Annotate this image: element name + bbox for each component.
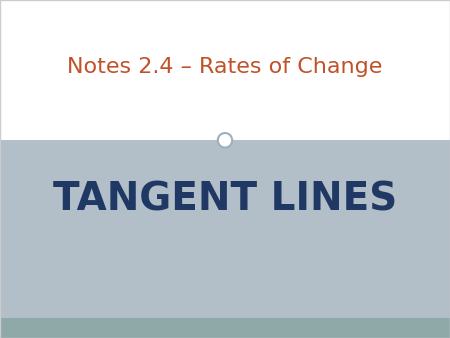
Text: TANGENT LINES: TANGENT LINES	[53, 181, 397, 219]
Bar	[0, 140, 450, 318]
Ellipse shape	[218, 133, 232, 148]
Bar	[0, 0, 450, 140]
Bar	[0, 318, 450, 338]
Text: Notes 2.4 – Rates of Change: Notes 2.4 – Rates of Change	[68, 57, 382, 77]
